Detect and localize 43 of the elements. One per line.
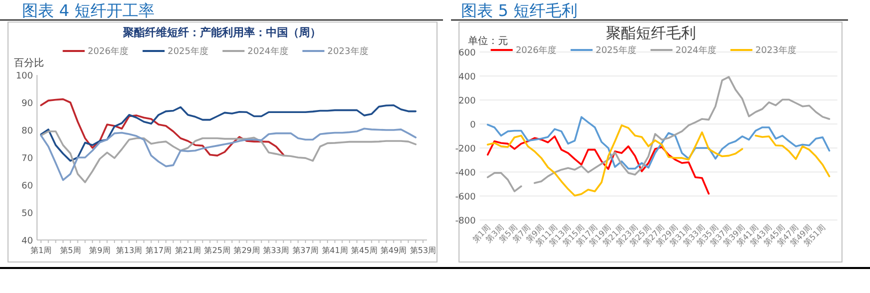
legend-label: 2026年度 bbox=[516, 45, 557, 56]
y-axis-title: 百分比 bbox=[14, 57, 44, 69]
y-axis-title: 单位：元 bbox=[468, 35, 508, 47]
x-tick-label: 第25周 bbox=[204, 246, 230, 255]
chart-subtitle: 聚酯短纤毛利 bbox=[606, 24, 696, 42]
y-tick-label: -200 bbox=[455, 144, 476, 154]
legend-label: 2025年度 bbox=[168, 46, 209, 57]
x-tick-label: 第49周 bbox=[380, 246, 407, 255]
legend-label: 2023年度 bbox=[755, 45, 796, 56]
x-tick-label: 第21周 bbox=[174, 246, 202, 255]
y-tick-label: 60 bbox=[22, 182, 34, 192]
x-tick-label: 第41周 bbox=[322, 246, 348, 255]
y-tick-label: 100 bbox=[16, 72, 34, 82]
x-tick-label: 第17周 bbox=[145, 246, 172, 255]
chart-title: 图表 4 短纤开工率 bbox=[22, 1, 154, 20]
y-tick-label: 400 bbox=[458, 72, 476, 82]
legend-label: 2024年度 bbox=[248, 46, 288, 57]
x-tick-label: 第29周 bbox=[234, 246, 260, 255]
chart-title: 图表 5 短纤毛利 bbox=[461, 1, 578, 20]
legend-label: 2023年度 bbox=[327, 46, 368, 57]
y-tick-label: 90 bbox=[22, 99, 34, 109]
y-tick-label: 600 bbox=[458, 48, 476, 58]
y-tick-label: 50 bbox=[22, 209, 34, 219]
y-tick-label: 40 bbox=[22, 236, 34, 246]
x-tick-label: 第9周 bbox=[89, 246, 110, 255]
legend-label: 2026年度 bbox=[88, 46, 129, 57]
x-tick-label: 第53周 bbox=[410, 246, 436, 255]
y-tick-label: -800 bbox=[455, 216, 476, 226]
y-tick-label: 80 bbox=[22, 126, 34, 136]
x-tick-label: 第5周 bbox=[60, 246, 81, 255]
y-tick-label: 200 bbox=[458, 96, 476, 106]
y-tick-label: -400 bbox=[455, 168, 476, 178]
x-tick-label: 第1周 bbox=[30, 246, 52, 255]
x-tick-label: 第13周 bbox=[116, 246, 142, 255]
chart-subtitle: 聚酯纤维短纤：产能利用率：中国（周） bbox=[122, 26, 321, 39]
x-tick-label: 第37周 bbox=[292, 246, 319, 255]
y-tick-label: 0 bbox=[470, 120, 476, 130]
x-tick-label: 第45周 bbox=[351, 246, 378, 255]
y-tick-label: -600 bbox=[455, 192, 476, 202]
x-tick-label: 第33周 bbox=[262, 246, 290, 255]
y-tick-label: 70 bbox=[22, 154, 34, 164]
legend-label: 2024年度 bbox=[676, 45, 716, 56]
legend-label: 2025年度 bbox=[596, 45, 637, 56]
